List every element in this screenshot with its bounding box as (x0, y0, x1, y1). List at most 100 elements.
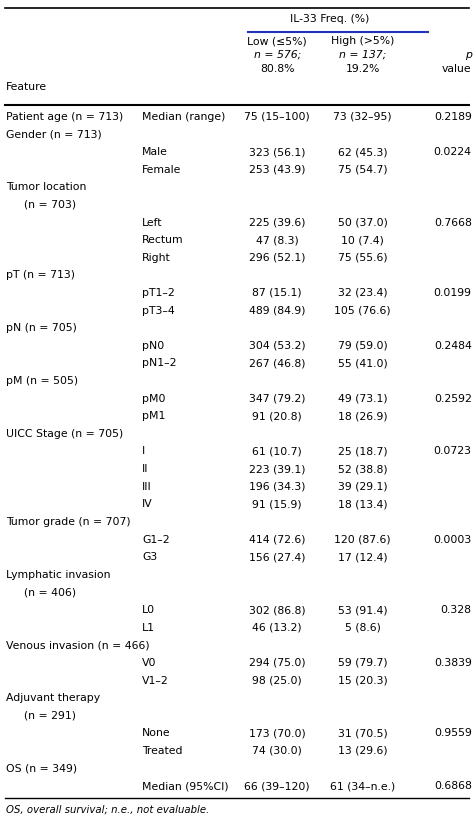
Text: 0.3839: 0.3839 (434, 658, 472, 667)
Text: 15 (20.3): 15 (20.3) (338, 676, 387, 685)
Text: 0.2592: 0.2592 (434, 393, 472, 403)
Text: 294 (75.0): 294 (75.0) (249, 658, 306, 667)
Text: pT3–4: pT3–4 (142, 306, 175, 316)
Text: 61 (10.7): 61 (10.7) (253, 447, 302, 456)
Text: Female: Female (142, 164, 182, 175)
Text: 59 (79.7): 59 (79.7) (338, 658, 387, 667)
Text: 304 (53.2): 304 (53.2) (249, 341, 306, 351)
Text: pN0: pN0 (142, 341, 164, 351)
Text: Male: Male (142, 147, 168, 157)
Text: II: II (142, 464, 149, 474)
Text: 489 (84.9): 489 (84.9) (249, 306, 306, 316)
Text: 55 (41.0): 55 (41.0) (338, 358, 387, 368)
Text: L0: L0 (142, 605, 155, 615)
Text: 13 (29.6): 13 (29.6) (338, 746, 387, 756)
Text: 31 (70.5): 31 (70.5) (338, 728, 387, 739)
Text: 173 (70.0): 173 (70.0) (249, 728, 306, 739)
Text: UICC Stage (n = 705): UICC Stage (n = 705) (6, 429, 123, 439)
Text: 0.0003: 0.0003 (433, 535, 472, 545)
Text: 50 (37.0): 50 (37.0) (337, 218, 388, 227)
Text: 414 (72.6): 414 (72.6) (249, 535, 306, 545)
Text: pN1–2: pN1–2 (142, 358, 177, 368)
Text: L1: L1 (142, 622, 155, 632)
Text: 347 (79.2): 347 (79.2) (249, 393, 306, 403)
Text: 18 (26.9): 18 (26.9) (338, 411, 387, 421)
Text: 0.2484: 0.2484 (434, 341, 472, 351)
Text: V1–2: V1–2 (142, 676, 169, 685)
Text: pM1: pM1 (142, 411, 165, 421)
Text: 223 (39.1): 223 (39.1) (249, 464, 306, 474)
Text: pT (n = 713): pT (n = 713) (6, 270, 75, 281)
Text: 225 (39.6): 225 (39.6) (249, 218, 306, 227)
Text: 253 (43.9): 253 (43.9) (249, 164, 306, 175)
Text: value: value (442, 64, 472, 74)
Text: p: p (465, 50, 472, 60)
Text: 61 (34–n.e.): 61 (34–n.e.) (330, 781, 395, 791)
Text: pN (n = 705): pN (n = 705) (6, 323, 77, 333)
Text: Patient age (n = 713): Patient age (n = 713) (6, 112, 123, 122)
Text: Treated: Treated (142, 746, 182, 756)
Text: 75 (55.6): 75 (55.6) (338, 253, 387, 263)
Text: (n = 291): (n = 291) (24, 711, 76, 721)
Text: IV: IV (142, 499, 153, 510)
Text: 17 (12.4): 17 (12.4) (338, 552, 387, 562)
Text: High (>5%): High (>5%) (331, 36, 394, 46)
Text: IL-33 Freq. (%): IL-33 Freq. (%) (290, 14, 370, 24)
Text: 52 (38.8): 52 (38.8) (338, 464, 387, 474)
Text: 0.0723: 0.0723 (434, 447, 472, 456)
Text: Feature: Feature (6, 82, 47, 92)
Text: 91 (20.8): 91 (20.8) (253, 411, 302, 421)
Text: III: III (142, 482, 152, 492)
Text: pM0: pM0 (142, 393, 166, 403)
Text: 156 (27.4): 156 (27.4) (249, 552, 306, 562)
Text: Rectum: Rectum (142, 235, 184, 245)
Text: 19.2%: 19.2% (346, 64, 380, 74)
Text: 66 (39–120): 66 (39–120) (245, 781, 310, 791)
Text: None: None (142, 728, 171, 739)
Text: 49 (73.1): 49 (73.1) (338, 393, 387, 403)
Text: 0.2189: 0.2189 (434, 112, 472, 122)
Text: Right: Right (142, 253, 171, 263)
Text: 0.0199: 0.0199 (434, 288, 472, 298)
Text: 0.0224: 0.0224 (434, 147, 472, 157)
Text: 296 (52.1): 296 (52.1) (249, 253, 306, 263)
Text: pT1–2: pT1–2 (142, 288, 175, 298)
Text: 46 (13.2): 46 (13.2) (253, 622, 302, 632)
Text: 80.8%: 80.8% (260, 64, 294, 74)
Text: 0.9559: 0.9559 (434, 728, 472, 739)
Text: Median (95%CI): Median (95%CI) (142, 781, 229, 791)
Text: 5 (8.6): 5 (8.6) (345, 622, 381, 632)
Text: n = 137;: n = 137; (339, 50, 386, 60)
Text: Adjuvant therapy: Adjuvant therapy (6, 693, 100, 703)
Text: 75 (15–100): 75 (15–100) (245, 112, 310, 122)
Text: 87 (15.1): 87 (15.1) (253, 288, 302, 298)
Text: 0.6868: 0.6868 (434, 781, 472, 791)
Text: Lymphatic invasion: Lymphatic invasion (6, 570, 110, 580)
Text: Left: Left (142, 218, 163, 227)
Text: 18 (13.4): 18 (13.4) (338, 499, 387, 510)
Text: Tumor location: Tumor location (6, 182, 86, 192)
Text: (n = 703): (n = 703) (24, 200, 76, 210)
Text: OS, overall survival; n.e., not evaluable.: OS, overall survival; n.e., not evaluabl… (6, 805, 209, 815)
Text: (n = 406): (n = 406) (24, 587, 76, 597)
Text: 75 (54.7): 75 (54.7) (338, 164, 387, 175)
Text: G3: G3 (142, 552, 157, 562)
Text: 120 (87.6): 120 (87.6) (334, 535, 391, 545)
Text: 105 (76.6): 105 (76.6) (334, 306, 391, 316)
Text: 47 (8.3): 47 (8.3) (256, 235, 299, 245)
Text: 91 (15.9): 91 (15.9) (253, 499, 302, 510)
Text: OS (n = 349): OS (n = 349) (6, 763, 77, 774)
Text: Low (≤5%): Low (≤5%) (247, 36, 307, 46)
Text: 32 (23.4): 32 (23.4) (338, 288, 387, 298)
Text: 196 (34.3): 196 (34.3) (249, 482, 306, 492)
Text: 0.328: 0.328 (441, 605, 472, 615)
Text: 74 (30.0): 74 (30.0) (252, 746, 302, 756)
Text: 79 (59.0): 79 (59.0) (338, 341, 387, 351)
Text: I: I (142, 447, 146, 456)
Text: Gender (n = 713): Gender (n = 713) (6, 129, 101, 139)
Text: V0: V0 (142, 658, 157, 667)
Text: 323 (56.1): 323 (56.1) (249, 147, 306, 157)
Text: Venous invasion (n = 466): Venous invasion (n = 466) (6, 640, 149, 650)
Text: 53 (91.4): 53 (91.4) (338, 605, 387, 615)
Text: 25 (18.7): 25 (18.7) (338, 447, 387, 456)
